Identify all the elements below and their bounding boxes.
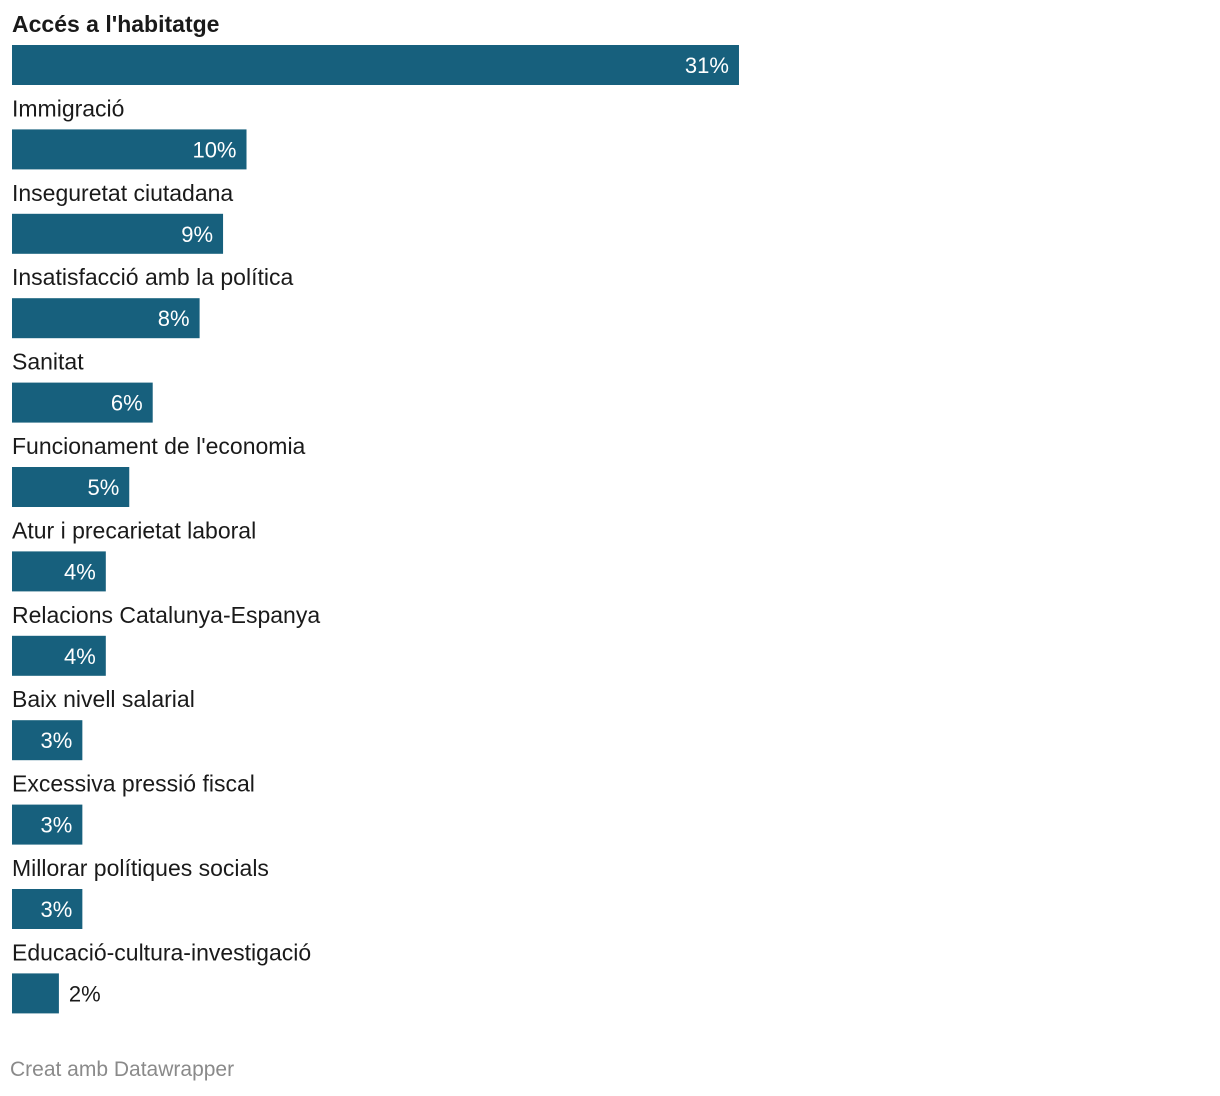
bar-chart: Accés a l'habitatge 31% Immigració 10% Inseg…: [12, 11, 739, 1014]
value-label: 10%: [192, 137, 236, 162]
category-label: Atur i precarietat laboral: [12, 517, 256, 543]
bar: [12, 467, 130, 507]
category-label: Millorar polítiques socials: [12, 855, 269, 881]
value-label: 4%: [64, 644, 96, 669]
category-label: Accés a l'habitatge: [12, 11, 219, 37]
value-label: 5%: [87, 475, 119, 500]
bar: [12, 804, 83, 845]
bar: [12, 129, 247, 170]
value-label: 3%: [41, 813, 73, 838]
bar: [12, 635, 106, 676]
datawrapper-credit: Creat amb Datawrapper: [10, 1058, 235, 1081]
category-label: Funcionament de l'economia: [12, 433, 306, 459]
value-label: 8%: [158, 306, 190, 331]
category-label: Inseguretat ciutadana: [12, 180, 233, 206]
category-label: Educació-cultura-investigació: [12, 939, 311, 965]
bar: [12, 973, 59, 1014]
bar: [12, 720, 83, 761]
value-label: 3%: [41, 728, 73, 753]
category-label: Insatisfacció amb la política: [12, 264, 293, 290]
value-label: 4%: [64, 559, 96, 584]
category-label: Immigració: [12, 95, 124, 121]
value-label: 2%: [69, 981, 101, 1006]
bar: [12, 213, 224, 254]
category-label: Baix nivell salarial: [12, 686, 195, 712]
category-label: Excessiva pressió fiscal: [12, 771, 255, 797]
bar: [12, 551, 106, 592]
bar: [12, 889, 83, 929]
value-label: 3%: [41, 897, 73, 922]
value-label: 6%: [111, 391, 143, 416]
bar: [12, 45, 739, 85]
category-label: Relacions Catalunya-Espanya: [12, 602, 320, 628]
bar: [12, 298, 200, 339]
value-label: 9%: [181, 222, 213, 247]
category-label: Sanitat: [12, 349, 84, 375]
value-label: 31%: [685, 53, 729, 78]
bar: [12, 382, 153, 423]
